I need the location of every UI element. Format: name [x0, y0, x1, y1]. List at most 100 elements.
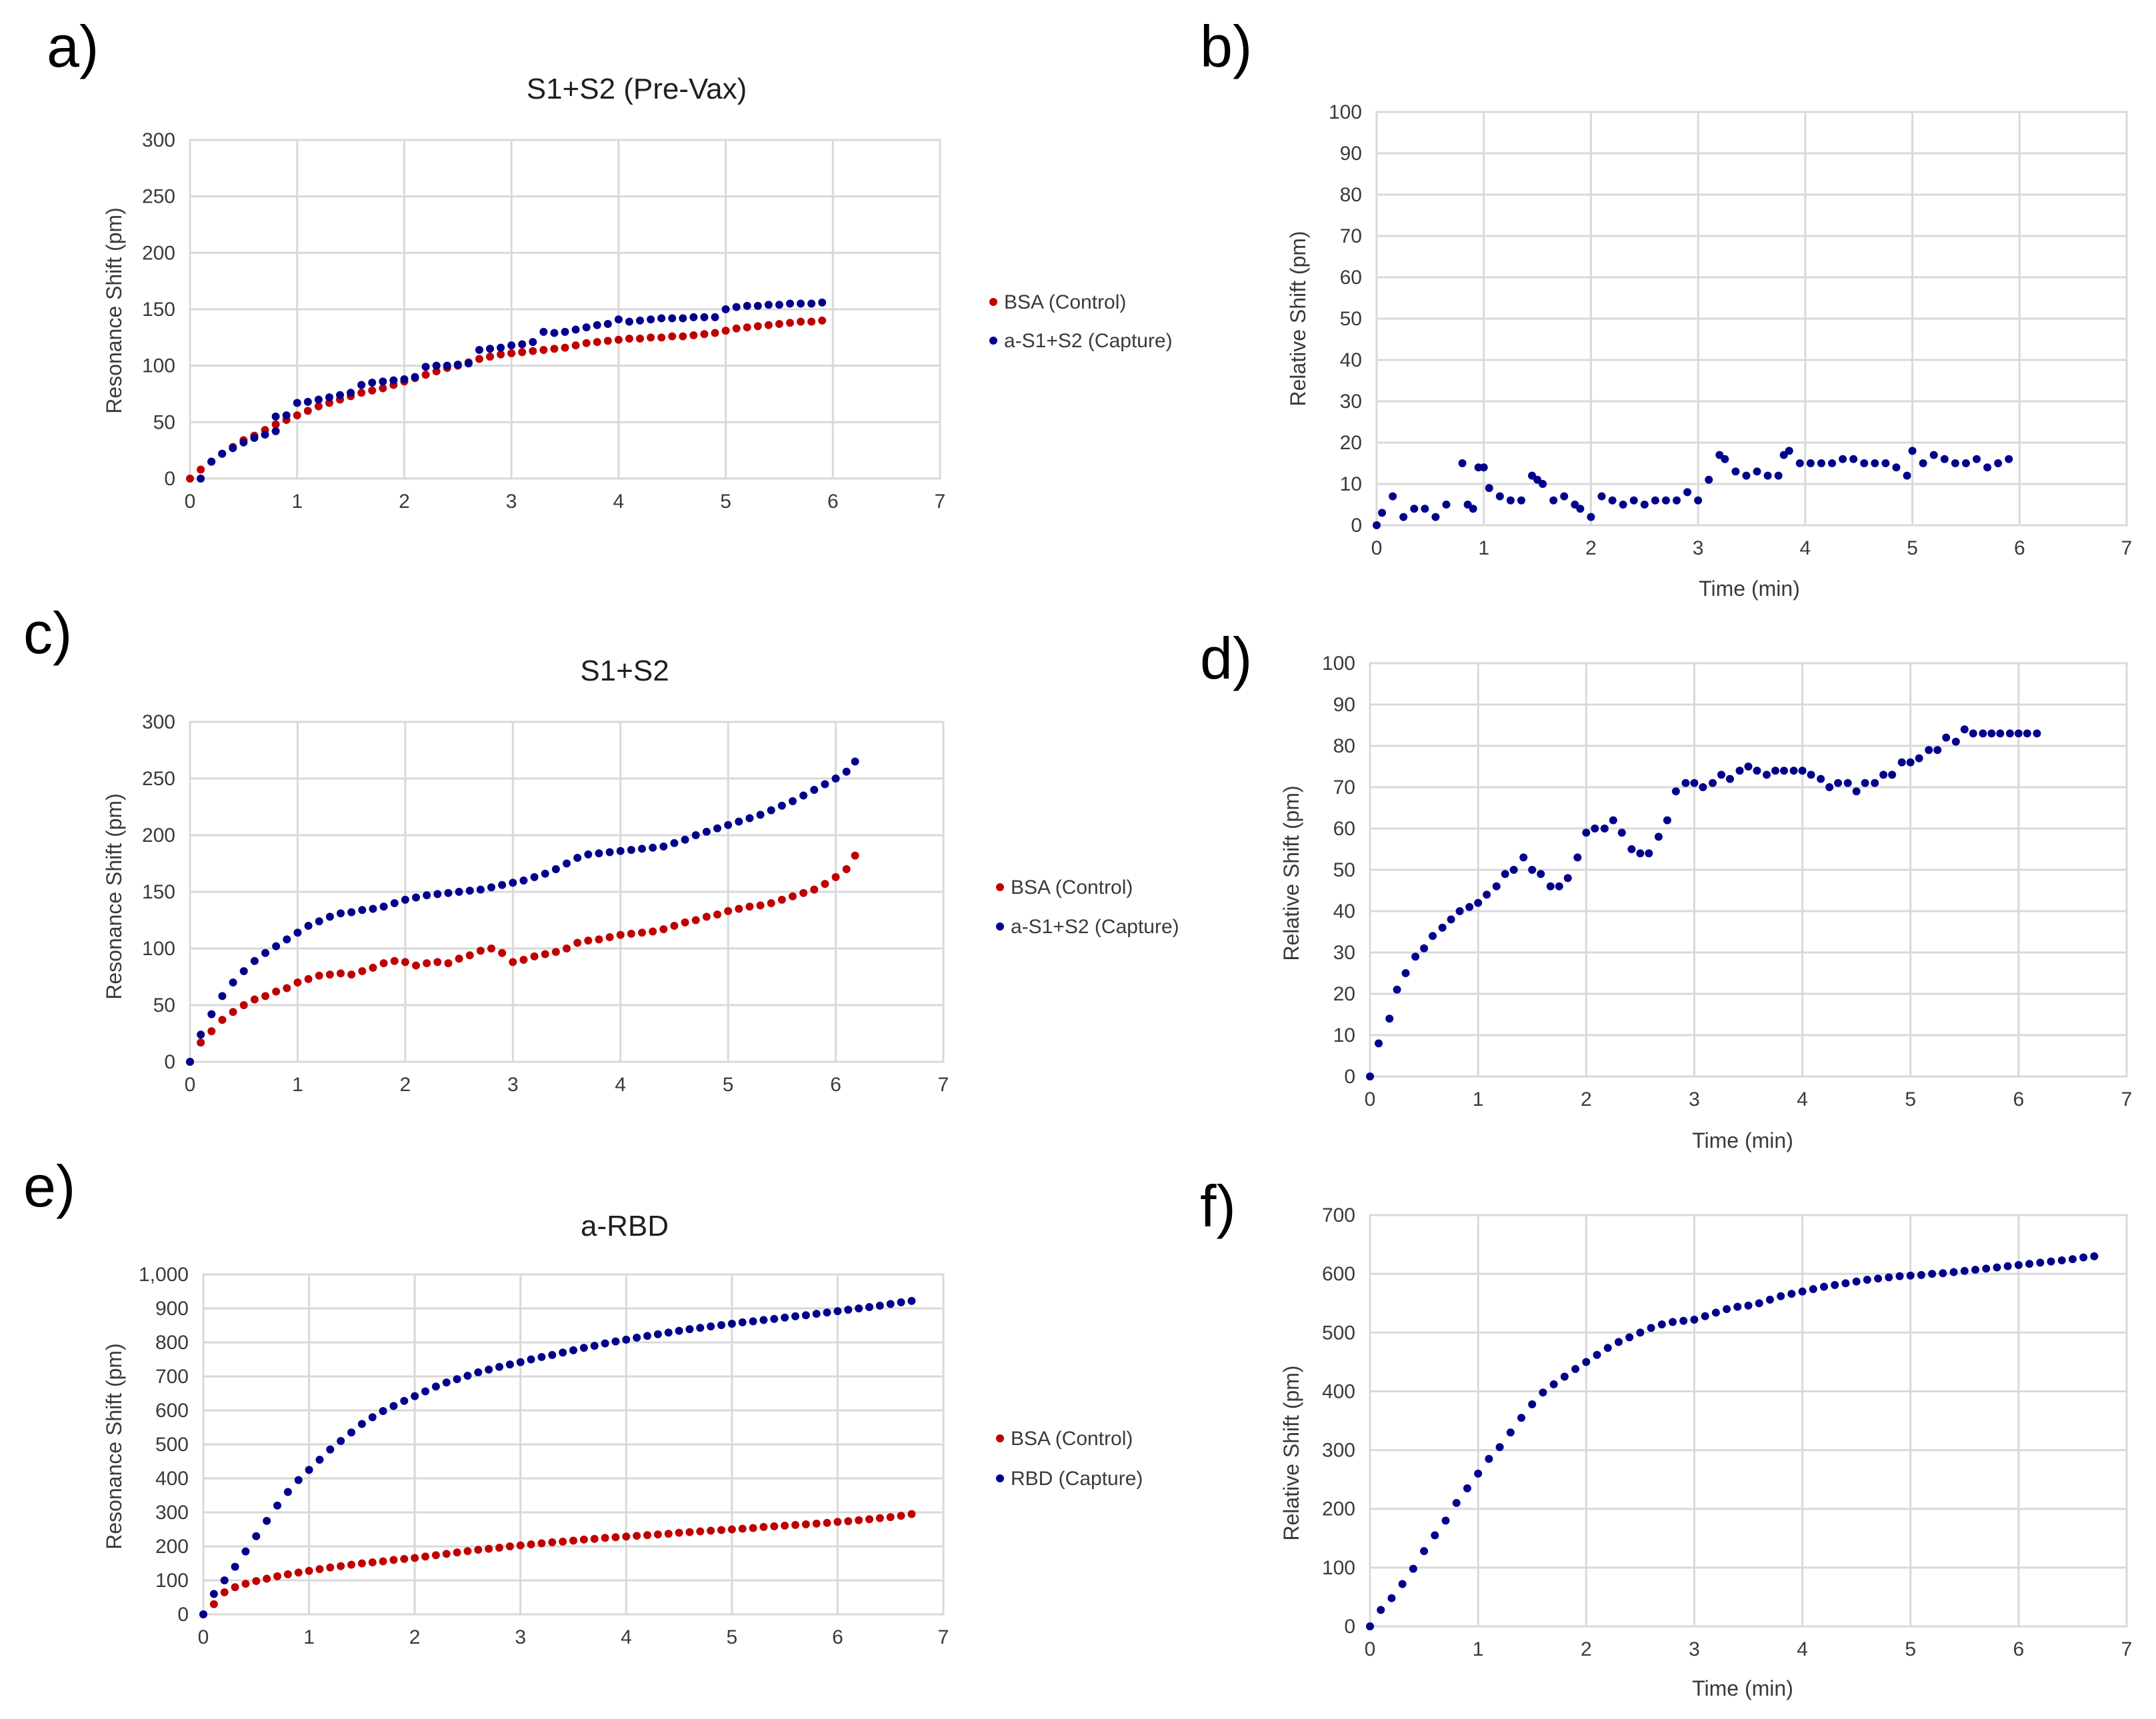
panel-e-y-tick-label: 700: [155, 1366, 189, 1388]
panel-e-series-0-point: [875, 1514, 884, 1522]
panel-d-series-0-point: [1555, 882, 1563, 890]
panel-e-series-1-point: [548, 1350, 557, 1359]
panel-d-series-0-point: [2023, 729, 2031, 738]
panel-d-series-0-point: [1563, 874, 1572, 882]
panel-c-series-0-point: [659, 925, 668, 934]
panel-e-ylabel: Resonance Shift (pm): [102, 1343, 126, 1549]
panel-a-series-0-point: [421, 371, 430, 379]
panel-e-y-tick-label: 400: [155, 1468, 189, 1490]
panel-d-y-tick-label: 20: [1333, 983, 1355, 1005]
panel-c-series-1-point: [218, 992, 227, 1000]
panel-f-label: f): [1200, 1173, 1236, 1239]
panel-b-series-0-point: [1651, 496, 1659, 505]
panel-e-series-0-point: [664, 1530, 673, 1538]
panel-e-series-1-point: [865, 1302, 873, 1311]
panel-a-series-0-point: [293, 411, 301, 420]
panel-e-series-1-point: [273, 1501, 281, 1510]
panel-e-series-1-point: [305, 1466, 313, 1474]
panel-c-series-1-point: [735, 817, 743, 826]
panel-c-series-1-point: [713, 824, 721, 833]
panel-d-x-tick-label: 4: [1797, 1088, 1808, 1110]
panel-d-series-0-point: [1717, 771, 1725, 779]
panel-a-series-1-point: [314, 395, 323, 404]
panel-a-series-1-point: [775, 301, 783, 309]
panel-b-x-tick-label: 2: [1585, 537, 1597, 559]
panel-e-series-1-point: [823, 1308, 831, 1317]
panel-d-y-tick-label: 50: [1333, 859, 1355, 881]
panel-a-series-1-point: [464, 359, 473, 368]
panel-e-series-1-point: [633, 1333, 641, 1342]
panel-e-series-0-point: [791, 1520, 799, 1529]
panel-e-series-1-point: [707, 1322, 715, 1331]
panel-e-series-1-point: [411, 1392, 419, 1400]
panel-c-series-0-point: [358, 967, 367, 975]
panel-e: e) a-RBD Resonance Shift (pm) 0 1 2 3 4 5 6 7 0 1…: [23, 1153, 1143, 1648]
panel-b-series-0-point: [1539, 480, 1547, 488]
panel-f-series-0-point: [1777, 1292, 1785, 1300]
panel-d-series-0: [1366, 725, 2041, 1080]
panel-c-series-1-point: [433, 890, 442, 898]
panel-a-series-0-point: [368, 386, 377, 395]
panel-d-series-0-point: [1987, 729, 1996, 738]
panel-e-legend-label-0: BSA (Control): [1011, 1428, 1133, 1450]
panel-d-x-tick-label: 3: [1689, 1088, 1700, 1110]
panel-d-series-0-point: [1366, 1072, 1374, 1080]
panel-e-y-tick-label: 500: [155, 1434, 189, 1456]
panel-d-series-0-point: [1996, 729, 2005, 738]
panel-b-series-0-point: [1619, 501, 1627, 509]
panel-c-series-1-point: [412, 893, 420, 902]
panel-a-series-1-point: [539, 327, 548, 336]
panel-c-series-1-point: [616, 847, 625, 855]
panel-d-series-0-point: [1933, 746, 1942, 755]
panel-b-series-0-point: [1839, 455, 1847, 463]
panel-e-series-1-point: [516, 1358, 525, 1366]
panel-f-series-0-point: [1409, 1564, 1417, 1573]
panel-d-series-0-point: [1438, 923, 1447, 932]
panel-d-series-0-point: [1771, 767, 1780, 775]
panel-d-x-tick-label: 7: [2121, 1088, 2133, 1110]
panel-c-series-1-point: [272, 942, 281, 950]
panel-e-series-0-point: [231, 1583, 239, 1592]
panel-c-series-0-point: [649, 927, 657, 936]
panel-e-series-1-point: [738, 1318, 747, 1326]
panel-e-series-1-point: [209, 1590, 218, 1598]
panel-b-y-tick-label: 100: [1329, 101, 1362, 123]
panel-e-y-tick-label: 0: [177, 1604, 189, 1626]
panel-a-series-1-point: [529, 338, 537, 347]
panel-d-series-0-point: [1627, 845, 1636, 853]
panel-a-series-0-point: [582, 339, 591, 347]
panel-c-series-1-point: [369, 904, 377, 913]
panel-d-series-0-point: [1546, 882, 1555, 890]
panel-b-x-tick-label: 6: [2014, 537, 2025, 559]
panel-f-series-0-point: [1874, 1274, 1883, 1283]
panel-b-series-0-point: [1871, 459, 1879, 467]
panel-c-series-1-point: [390, 899, 399, 907]
panel-b-series-0-point: [1973, 455, 1981, 463]
panel-d-y-tick-label: 30: [1333, 942, 1355, 964]
panel-e-series-0-point: [294, 1568, 303, 1577]
panel-b-series-0-point: [1721, 455, 1729, 463]
panel-e-legend-marker-0: [996, 1434, 1004, 1442]
panel-c-series-1-point: [315, 917, 323, 926]
panel-c-series-1-point: [563, 859, 571, 868]
panel-a-series-0-point: [603, 337, 612, 345]
panel-f-x-tick-label: 1: [1473, 1638, 1484, 1660]
panel-c-series-1-point: [498, 880, 507, 889]
panel-d-series-0-point: [1591, 825, 1599, 833]
panel-c-series-1-point: [702, 827, 711, 836]
panel-f-series-0-point: [2068, 1255, 2077, 1264]
panel-c-series-1-point: [261, 948, 269, 957]
panel-e-series-1-point: [537, 1352, 546, 1361]
panel-a-series-1-point: [379, 377, 387, 386]
panel-a-series-0-point: [625, 335, 633, 343]
panel-b-series-0-point: [1608, 496, 1617, 505]
panel-e-x-tick-label: 6: [832, 1626, 843, 1648]
panel-e-series-0-point: [548, 1538, 557, 1546]
panel-b-y-tick-label: 60: [1340, 267, 1362, 289]
panel-a-series-1-point: [711, 313, 719, 321]
panel-f-series-0-point: [1841, 1279, 1850, 1288]
panel-c-y-tick-label: 250: [142, 768, 175, 790]
panel-e-series-1-point: [495, 1362, 503, 1371]
